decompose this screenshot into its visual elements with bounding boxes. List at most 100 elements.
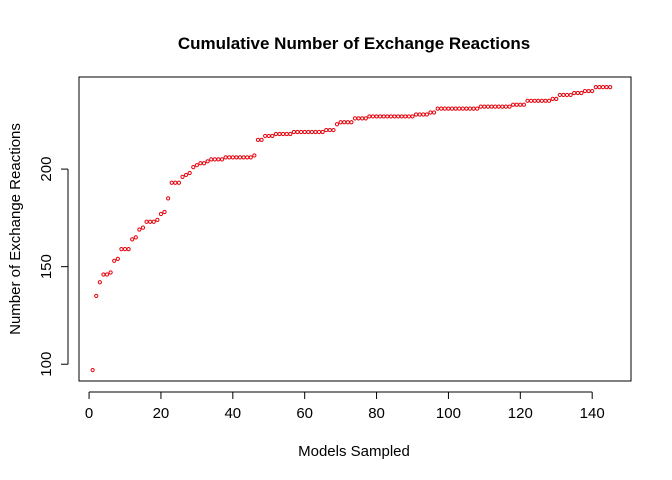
data-point [140, 225, 146, 230]
data-point [209, 157, 214, 162]
data-point [122, 246, 128, 252]
data-point [546, 98, 552, 103]
data-point [241, 155, 246, 160]
data-points [90, 85, 613, 373]
data-point [162, 209, 167, 215]
data-point [342, 120, 347, 125]
y-tick-label: 200 [38, 157, 55, 182]
data-point [428, 110, 433, 115]
x-tick-label: 0 [85, 405, 93, 422]
data-point [586, 88, 591, 94]
x-axis-label: Models Sampled [298, 443, 410, 460]
data-point [453, 106, 458, 111]
data-point [198, 161, 203, 166]
data-point [216, 157, 221, 162]
data-point [532, 98, 537, 103]
data-point [263, 133, 268, 139]
data-point [435, 106, 440, 111]
data-point [536, 98, 541, 103]
data-point [446, 106, 451, 111]
data-point [575, 90, 580, 96]
data-point [166, 196, 171, 201]
data-point [381, 114, 386, 119]
data-point [201, 161, 207, 166]
data-point [223, 155, 228, 160]
data-point [158, 211, 164, 217]
data-point [349, 120, 354, 125]
data-point [352, 116, 358, 121]
data-point [568, 92, 573, 98]
data-point [316, 129, 322, 135]
x-tick-label: 40 [224, 405, 241, 422]
data-point [90, 367, 95, 373]
data-point [600, 85, 606, 90]
data-point [503, 104, 509, 109]
data-point [324, 127, 329, 133]
x-tick-label: 20 [153, 405, 170, 422]
data-point [151, 219, 156, 224]
data-point [396, 114, 401, 119]
data-point [306, 129, 311, 135]
x-tick-label: 100 [436, 405, 461, 422]
data-point [399, 114, 404, 119]
data-point [148, 219, 153, 224]
data-point [334, 122, 340, 127]
data-point [417, 112, 422, 117]
data-point [183, 172, 189, 178]
data-point [457, 106, 462, 111]
data-point [360, 116, 365, 121]
data-point [539, 98, 544, 103]
data-point [482, 104, 487, 109]
plot-frame [78, 76, 632, 382]
data-point [421, 112, 426, 117]
data-point [302, 129, 307, 135]
data-point [496, 104, 501, 109]
data-point [406, 114, 412, 119]
x-tick-label: 120 [508, 405, 533, 422]
data-point [485, 104, 491, 109]
data-point [173, 180, 178, 185]
data-point [288, 131, 293, 137]
data-point [130, 237, 135, 242]
data-point [126, 246, 131, 252]
y-tick-label: 150 [38, 254, 55, 279]
data-point [115, 256, 120, 261]
data-point [205, 159, 210, 164]
data-point [608, 85, 613, 90]
data-point [259, 137, 264, 142]
data-point [475, 106, 480, 111]
data-point [392, 114, 397, 119]
data-point [378, 114, 383, 119]
data-point [543, 98, 548, 103]
x-tick-label: 80 [368, 405, 385, 422]
data-point [309, 129, 314, 135]
data-point [572, 90, 577, 96]
data-point [511, 102, 516, 107]
data-point [191, 165, 196, 170]
data-point [277, 131, 282, 137]
data-point [464, 106, 469, 111]
data-point [291, 129, 297, 135]
data-point [554, 96, 559, 101]
data-point [493, 104, 498, 109]
data-point [331, 127, 336, 133]
data-point [180, 174, 185, 180]
data-point [507, 104, 512, 109]
data-point [431, 110, 437, 115]
data-point [442, 106, 447, 111]
data-point [281, 131, 286, 137]
data-point [284, 131, 289, 137]
data-point [112, 258, 117, 263]
data-point [230, 155, 235, 160]
data-point [219, 157, 225, 162]
y-tick-label: 100 [38, 352, 55, 377]
data-point [590, 88, 595, 94]
data-point [557, 92, 562, 98]
data-point [403, 114, 408, 119]
data-point [518, 102, 523, 107]
data-point [327, 127, 332, 133]
data-point [604, 85, 609, 90]
data-point [101, 272, 106, 277]
data-point [500, 104, 505, 109]
data-point [374, 114, 379, 119]
